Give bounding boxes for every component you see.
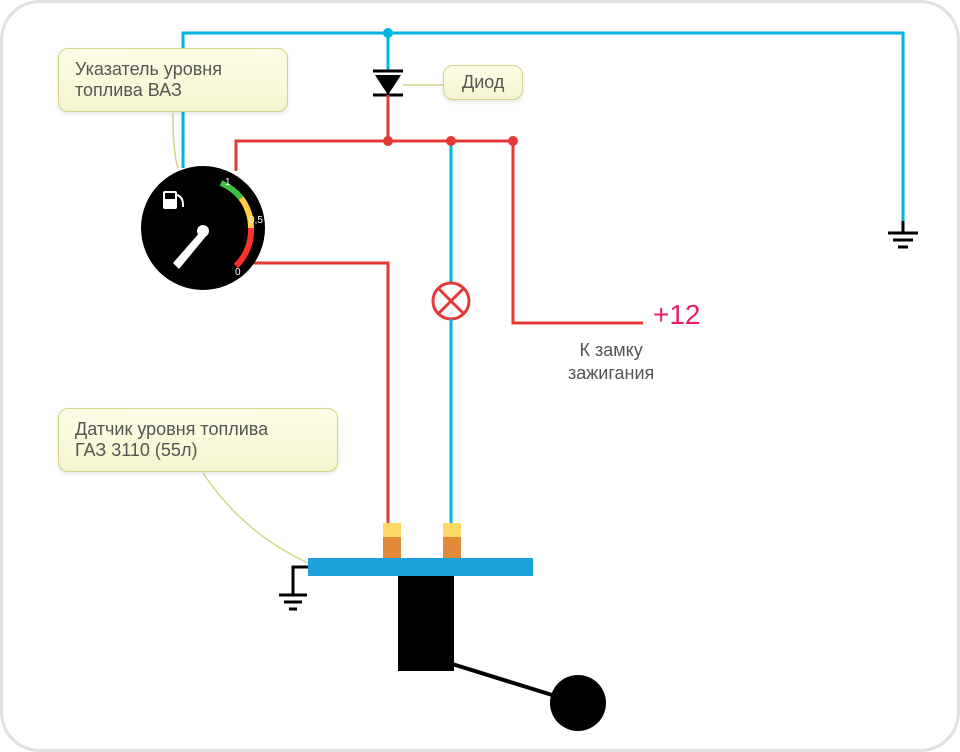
ground-sensor	[279, 595, 307, 609]
callout-diode: Диод	[443, 65, 523, 100]
callout-sensor: Датчик уровня топливаГАЗ 3110 (55л)	[58, 408, 338, 472]
ground-right	[888, 221, 918, 247]
sensor-plate	[308, 558, 533, 576]
svg-text:0,5: 0,5	[249, 215, 263, 226]
svg-text:0: 0	[235, 267, 241, 278]
voltage-label: +12	[653, 299, 701, 331]
fuel-gauge: 0 0,5 1	[141, 166, 265, 290]
sensor-float	[550, 675, 606, 731]
svg-text:1: 1	[225, 177, 231, 188]
callout-diode-text: Диод	[462, 72, 504, 92]
diode-symbol	[373, 71, 403, 95]
callout-gauge-text: Указатель уровнятоплива ВАЗ	[75, 59, 222, 100]
callout-gauge: Указатель уровнятоплива ВАЗ	[58, 48, 288, 112]
wiring-layer: 0 0,5 1	[3, 3, 960, 752]
indicator-lamp	[433, 283, 469, 319]
ignition-label: К замкузажигания	[568, 339, 654, 384]
wiring-diagram-canvas: 0 0,5 1 Указатель уровнятоплива ВАЗ Диод…	[0, 0, 960, 752]
sensor-body	[398, 576, 454, 671]
callout-sensor-text: Датчик уровня топливаГАЗ 3110 (55л)	[75, 419, 268, 460]
